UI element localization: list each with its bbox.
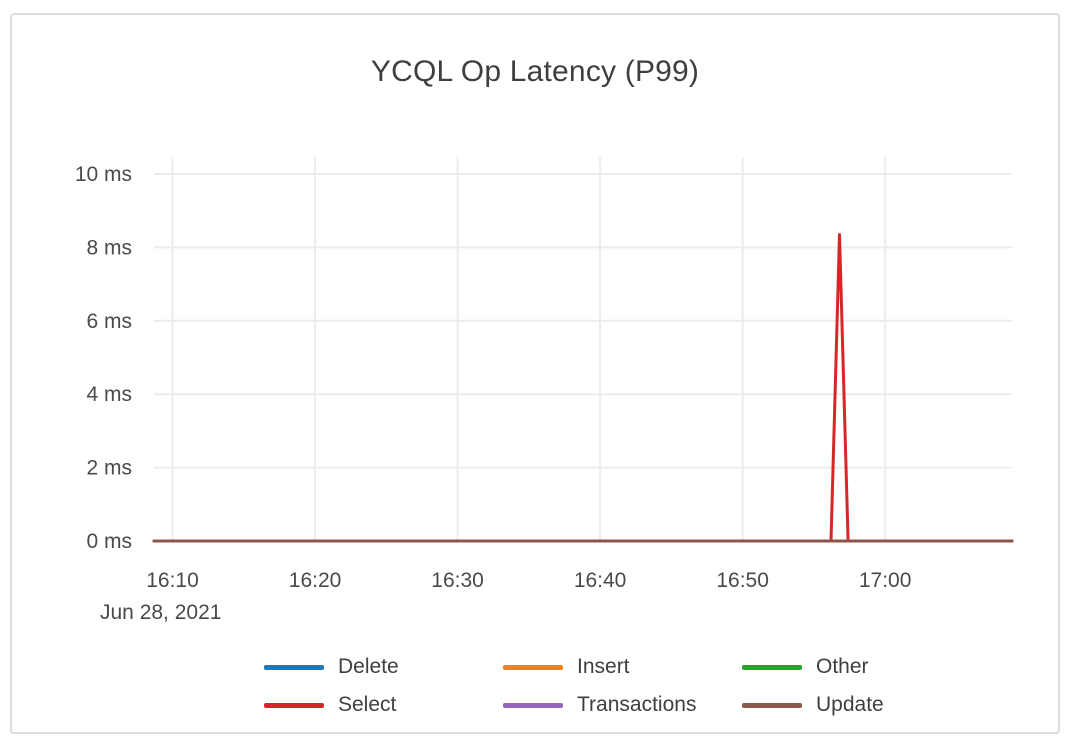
legend-item-delete[interactable]: Delete — [264, 654, 503, 680]
legend-swatch-delete — [264, 664, 324, 670]
y-tick-label: 10 ms — [75, 163, 132, 186]
x-tick-label: 16:30 — [431, 569, 484, 592]
chart-card: YCQL Op Latency (P99) 0 ms 2 ms 4 ms 6 ms 8 … — [10, 13, 1060, 734]
legend-label: Select — [338, 693, 397, 716]
chart-title: YCQL Op Latency (P99) — [370, 55, 700, 88]
chart-legend: Delete Insert Other Select Transactions Updat… — [264, 654, 884, 718]
x-tick-label: 16:40 — [574, 569, 627, 592]
y-tick-label: 2 ms — [86, 457, 132, 480]
plot-area: 0 ms 2 ms 4 ms 6 ms 8 ms 10 ms 16:10 16:20 16:30… — [75, 157, 1014, 592]
legend-label: Update — [816, 693, 884, 716]
legend-item-insert[interactable]: Insert — [503, 654, 742, 680]
series-line-select — [152, 233, 1014, 543]
legend-swatch-transactions — [503, 702, 563, 708]
y-tick-label: 6 ms — [86, 310, 132, 333]
x-tick-label: 17:00 — [859, 569, 912, 592]
legend-swatch-insert — [503, 664, 563, 670]
y-tick-label: 8 ms — [86, 236, 132, 259]
legend-label: Insert — [577, 655, 630, 678]
legend-item-update[interactable]: Update — [742, 692, 884, 718]
legend-label: Delete — [338, 655, 399, 678]
legend-item-transactions[interactable]: Transactions — [503, 692, 742, 718]
x-tick-label: 16:10 — [146, 569, 199, 592]
y-tick-label: 0 ms — [86, 530, 132, 553]
y-tick-label: 4 ms — [86, 383, 132, 406]
legend-label: Other — [816, 655, 869, 678]
legend-swatch-other — [742, 664, 802, 670]
legend-swatch-select — [264, 702, 324, 708]
legend-label: Transactions — [577, 693, 697, 716]
x-tick-label: 16:50 — [716, 569, 769, 592]
legend-item-select[interactable]: Select — [264, 692, 503, 718]
x-axis-date-label: Jun 28, 2021 — [100, 601, 222, 624]
legend-item-other[interactable]: Other — [742, 654, 884, 680]
legend-swatch-update — [742, 702, 802, 708]
x-tick-label: 16:20 — [289, 569, 342, 592]
